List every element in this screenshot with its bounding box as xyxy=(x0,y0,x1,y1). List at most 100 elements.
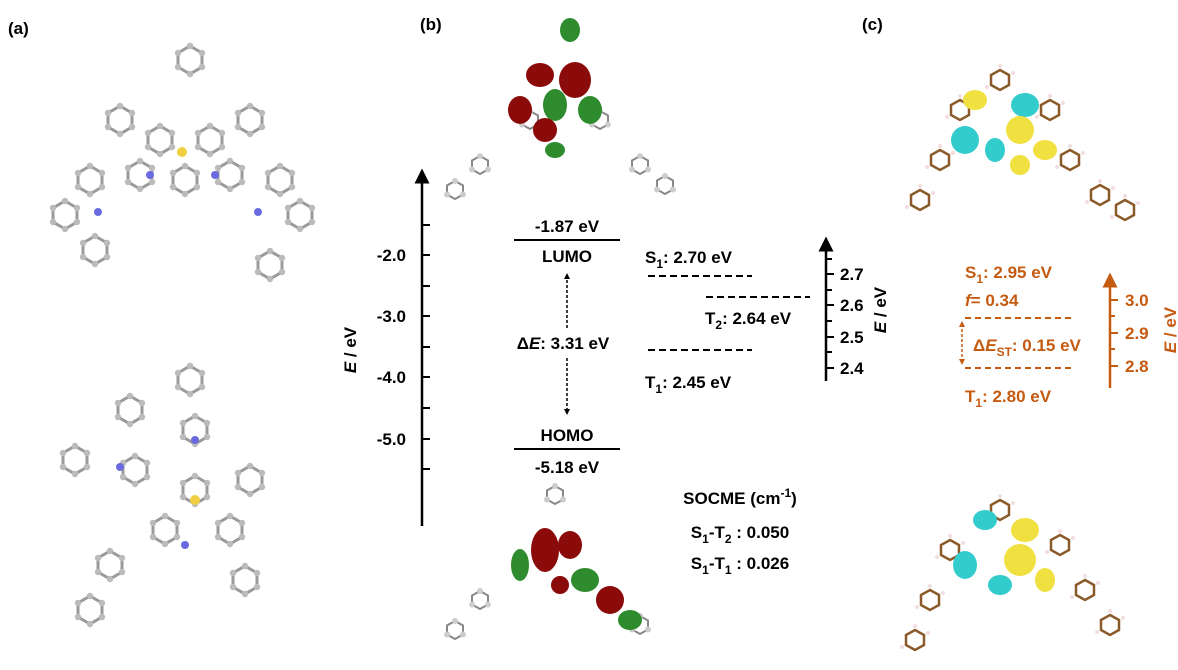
oscillator-strength: f= 0.34 xyxy=(965,291,1019,310)
superscript: -1 xyxy=(780,486,791,500)
molecule-top-view xyxy=(48,41,317,284)
ring xyxy=(113,391,147,429)
unit: / eV xyxy=(871,286,890,322)
subscript: 2 xyxy=(725,532,732,546)
socme-row: S1-T2 : 0.050 xyxy=(691,523,789,546)
ring xyxy=(628,152,652,175)
ring xyxy=(1093,607,1127,637)
symbol: S xyxy=(691,523,702,542)
symbol: E xyxy=(871,321,890,333)
symbol: T xyxy=(714,523,725,542)
lobe xyxy=(953,551,977,579)
ring xyxy=(903,182,937,212)
density-top xyxy=(903,62,1142,222)
lobe xyxy=(558,531,582,559)
delta: Δ xyxy=(517,334,529,353)
ring xyxy=(1083,177,1117,207)
ring xyxy=(653,172,677,195)
axis-title: E / eV xyxy=(1161,306,1178,353)
subscript: 1 xyxy=(656,257,663,271)
ring xyxy=(913,582,947,612)
state-label: T1: 2.45 eV xyxy=(645,373,732,396)
ring xyxy=(543,482,567,505)
ring xyxy=(103,101,137,139)
atom-n xyxy=(211,171,219,179)
value: : 0.050 xyxy=(732,523,790,542)
lobe xyxy=(526,63,554,87)
density-bottom xyxy=(898,492,1127,652)
ring xyxy=(213,156,247,194)
ring xyxy=(143,121,177,159)
ring xyxy=(1033,92,1067,122)
homo-energy: -5.18 eV xyxy=(535,458,600,477)
tick-label: 2.5 xyxy=(840,328,864,347)
tick-label: 2.6 xyxy=(840,296,864,315)
lobe xyxy=(1011,518,1039,542)
subscript: 1 xyxy=(976,272,983,286)
symbol: T xyxy=(714,554,725,573)
axis-ticks xyxy=(422,224,430,470)
state-label: T2: 2.64 eV xyxy=(705,309,792,332)
ring xyxy=(48,196,82,234)
tick-label: 2.4 xyxy=(840,359,864,378)
value: : 2.80 eV xyxy=(982,387,1052,406)
state-label: T1: 2.80 eV xyxy=(965,387,1052,410)
symbol: E xyxy=(985,336,997,355)
subscript: 1 xyxy=(702,532,709,546)
ring xyxy=(1108,192,1142,222)
ring xyxy=(1043,527,1077,557)
ring xyxy=(228,561,262,599)
ring xyxy=(923,142,957,172)
ring xyxy=(173,41,207,79)
lobe xyxy=(988,575,1012,595)
axis-ticks xyxy=(1110,299,1118,367)
subscript: 1 xyxy=(655,382,662,396)
lumo-orbital xyxy=(443,18,677,200)
subscript: 1 xyxy=(702,563,709,577)
dash: - xyxy=(709,554,715,573)
axis-title: E / eV xyxy=(871,286,890,333)
atom-n xyxy=(254,208,262,216)
tick-label: 2.7 xyxy=(840,265,864,284)
tick-label: 3.0 xyxy=(1125,291,1149,310)
socme-title: SOCME (cm-1) xyxy=(683,486,797,508)
lobe xyxy=(1035,568,1055,592)
ring xyxy=(213,511,247,549)
state-label: S1: 2.70 eV xyxy=(645,248,733,271)
symbol: E xyxy=(529,334,541,353)
gap-label: ΔE: 3.31 eV xyxy=(517,334,610,353)
value: = 0.34 xyxy=(971,291,1019,310)
symbol: S xyxy=(965,263,976,282)
state-label: S1: 2.95 eV xyxy=(965,263,1053,286)
value: : 2.64 eV xyxy=(722,309,792,328)
panel-label: (b) xyxy=(420,15,442,34)
ring xyxy=(1068,572,1102,602)
homo-orbital xyxy=(443,482,652,640)
ring xyxy=(148,511,182,549)
gap-label: ΔEST: 0.15 eV xyxy=(973,336,1082,359)
lobe xyxy=(973,510,997,530)
lobe xyxy=(1011,93,1039,117)
lumo-name: LUMO xyxy=(542,247,592,266)
symbol: S xyxy=(645,248,656,267)
lobe xyxy=(508,96,532,124)
lobe xyxy=(511,549,529,581)
axis-ticks xyxy=(826,258,834,369)
lobe xyxy=(985,138,1005,162)
axis-title: E / eV xyxy=(341,326,360,373)
ring xyxy=(78,231,112,269)
tick-label: -4.0 xyxy=(377,368,406,387)
symbol: T xyxy=(705,309,716,328)
atom-n xyxy=(146,171,154,179)
lobe xyxy=(578,96,602,124)
atom-n xyxy=(94,208,102,216)
unit: / eV xyxy=(341,326,360,362)
lobe xyxy=(551,576,569,594)
delta: Δ xyxy=(973,336,985,355)
symbol: E xyxy=(341,361,360,373)
lobe xyxy=(571,568,599,592)
ring xyxy=(898,622,932,652)
ring xyxy=(283,196,317,234)
symbol: E xyxy=(1161,341,1178,353)
atom-n xyxy=(181,541,189,549)
